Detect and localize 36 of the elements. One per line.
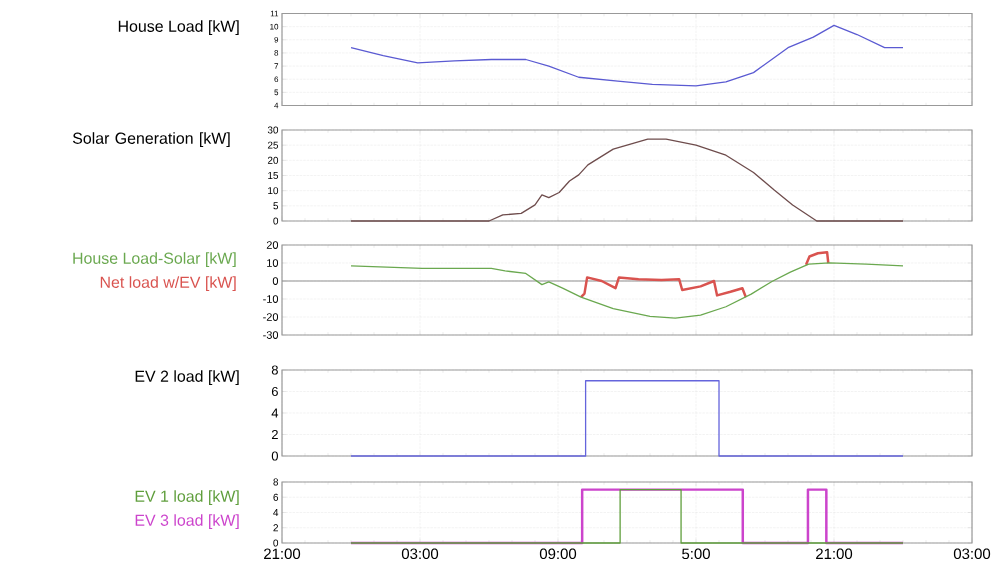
x-tick-label: 5:00 — [682, 548, 710, 560]
y-axis-title: House Load [kW] — [118, 20, 239, 36]
y-axis-title: EV 2 load [kW] — [135, 370, 239, 386]
y-tick-label: -30 — [263, 331, 279, 339]
y-tick-label: 6 — [273, 493, 279, 501]
y-tick-label: 0 — [273, 217, 279, 225]
x-tick-label: 21:00 — [264, 548, 301, 560]
x-tick-label: 03:00 — [401, 548, 439, 560]
y-tick-label: 10 — [268, 187, 279, 195]
y-tick-label: 20 — [266, 241, 279, 249]
y-tick-label: 2 — [271, 429, 278, 440]
text: Net load w/EV [kW] — [100, 276, 236, 292]
y-tick-label: 15 — [268, 172, 279, 179]
text: EV 3 load [kW] — [135, 514, 239, 530]
y-tick-label: -10 — [263, 295, 279, 303]
text: EV 1 load [kW] — [135, 490, 239, 506]
y-tick-label: 10 — [267, 259, 279, 267]
y-tick-label: 30 — [267, 126, 279, 134]
y-tick-label: 0 — [272, 277, 279, 285]
text: House Load-Solar [kW] — [73, 252, 236, 268]
y-tick-label: 25 — [267, 141, 279, 149]
y-tick-label: 0 — [271, 451, 278, 461]
y-tick-label: 4 — [271, 408, 279, 418]
y-tick-label: 20 — [267, 156, 279, 164]
y-axis-title: Solar Generation [kW] — [72, 132, 230, 148]
x-tick-label: 03:00 — [953, 548, 991, 560]
y-tick-label: 2 — [273, 524, 278, 532]
y-tick-label: -20 — [263, 313, 279, 321]
y-tick-label: 0 — [273, 539, 279, 547]
y-tick-label: 8 — [273, 478, 279, 486]
y-tick-label: 8 — [271, 365, 278, 375]
x-tick-label: 09:00 — [539, 548, 577, 560]
y-tick-label: 6 — [271, 386, 278, 397]
y-tick-label: 5 — [273, 202, 279, 210]
x-tick-label: 21:00 — [816, 548, 853, 560]
y-tick-label: 4 — [273, 509, 279, 516]
